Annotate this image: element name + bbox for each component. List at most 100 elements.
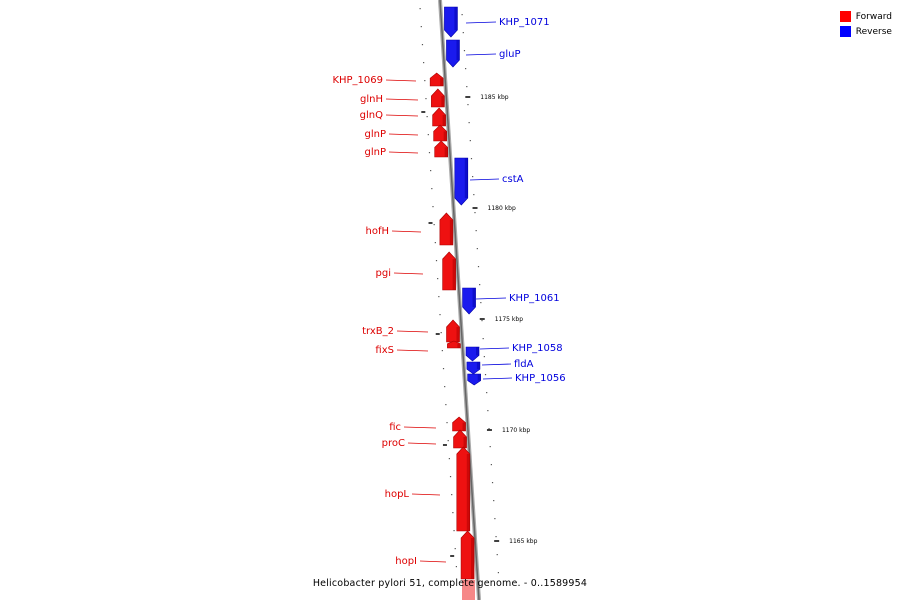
minor-tick-left — [441, 350, 443, 352]
minor-tick-left — [427, 134, 429, 136]
minor-tick-left — [437, 278, 439, 280]
minor-tick-left — [435, 260, 438, 262]
minor-tick-right — [487, 410, 489, 412]
minor-tick-left — [438, 296, 440, 298]
minor-tick-left — [424, 80, 426, 82]
minor-tick-left — [439, 314, 441, 316]
minor-tick-left — [423, 62, 425, 64]
minor-tick-right — [467, 104, 469, 106]
legend-forward-label: Forward — [855, 11, 892, 22]
gene-label: hopI — [395, 556, 417, 567]
gene-leader — [388, 151, 419, 154]
minor-tick-right — [491, 482, 494, 484]
gene-label: fic — [389, 422, 401, 433]
minor-tick-right — [483, 356, 485, 358]
tick-label: 1165 kbp — [509, 538, 537, 545]
gene-shade — [466, 454, 470, 531]
minor-tick-right — [490, 464, 492, 466]
minor-tick-right — [474, 212, 476, 214]
minor-tick-right — [468, 122, 470, 124]
minor-tick-right — [479, 284, 481, 286]
gene-label: KHP_1056 — [515, 373, 566, 384]
gene-shade — [442, 115, 446, 126]
gene-shade — [462, 422, 466, 431]
gene-leader — [385, 79, 417, 82]
gene-shade — [472, 288, 476, 307]
gene-shade — [464, 158, 468, 198]
gene-label: glnP — [365, 147, 387, 158]
minor-tick-left — [449, 476, 452, 478]
reverse-swatch — [839, 26, 851, 37]
minor-tick-right — [476, 248, 478, 250]
gene-shade — [477, 374, 481, 381]
minor-tick-right — [472, 176, 474, 178]
minor-tick-right — [482, 338, 484, 340]
minor-tick-right — [493, 500, 495, 502]
gene-label: KHP_1058 — [512, 343, 563, 354]
gene-label: glnP — [365, 129, 387, 140]
legend-forward: Forward — [839, 9, 892, 24]
gene-shade — [454, 7, 458, 30]
minor-tick-left — [425, 98, 427, 100]
gene-shade — [476, 347, 480, 356]
tick-label: 1175 kbp — [495, 316, 523, 323]
gene-leader — [481, 363, 512, 366]
gene-shade — [449, 220, 453, 245]
minor-tick-right — [469, 140, 471, 142]
gene-leader — [475, 297, 507, 300]
minor-tick-left — [426, 116, 428, 118]
gene-label: KHP_1071 — [499, 17, 550, 28]
gene-label: glnH — [360, 94, 383, 105]
minor-tick-left — [421, 44, 424, 46]
minor-tick-right — [466, 86, 468, 88]
gene-leader — [385, 98, 419, 101]
minor-tick-right — [494, 518, 496, 520]
gene-forward — [429, 72, 444, 87]
minor-tick-left — [428, 152, 431, 154]
minor-tick-right — [475, 230, 477, 232]
minor-tick-left — [444, 386, 446, 388]
minor-tick-left — [442, 368, 445, 370]
gene-label: gluP — [499, 49, 521, 60]
gene-shade — [456, 327, 460, 342]
minor-tick-left — [445, 404, 447, 406]
gene-continuation — [462, 580, 475, 600]
gene-shade — [457, 343, 461, 348]
gene-shade — [456, 40, 460, 60]
minor-tick-left — [433, 224, 435, 226]
gene-label: fldA — [514, 359, 534, 370]
minor-tick-left — [419, 8, 421, 10]
gene-label: KHP_1061 — [509, 293, 560, 304]
minor-tick-right — [463, 50, 466, 52]
forward-swatch — [839, 11, 851, 22]
tick-label: 1185 kbp — [480, 94, 508, 101]
gene-leader — [465, 21, 497, 24]
minor-tick-right — [495, 536, 497, 538]
minor-tick-right — [461, 14, 463, 16]
gene-label: fixS — [375, 345, 394, 356]
legend: Forward Reverse — [839, 9, 892, 39]
minor-tick-left — [451, 494, 453, 496]
gene-leader — [393, 272, 424, 275]
minor-tick-right — [473, 194, 475, 196]
gene-label: trxB_2 — [362, 326, 394, 337]
minor-tick-left — [420, 26, 422, 28]
gene-leader — [396, 349, 429, 352]
minor-tick-left — [448, 458, 450, 460]
gene-shade — [441, 96, 445, 107]
minor-tick-left — [453, 530, 455, 532]
gene-shade — [443, 131, 447, 141]
gene-label: hofH — [366, 226, 390, 237]
gene-leader — [396, 330, 429, 333]
minor-tick-right — [462, 32, 464, 34]
minor-tick-right — [465, 68, 467, 70]
minor-tick-right — [486, 392, 488, 394]
gene-label: proC — [382, 438, 405, 449]
gene-leader — [469, 178, 500, 181]
minor-tick-right — [481, 320, 483, 322]
minor-tick-right — [480, 302, 482, 304]
gene-shade — [444, 147, 448, 157]
gene-leader — [388, 133, 419, 136]
